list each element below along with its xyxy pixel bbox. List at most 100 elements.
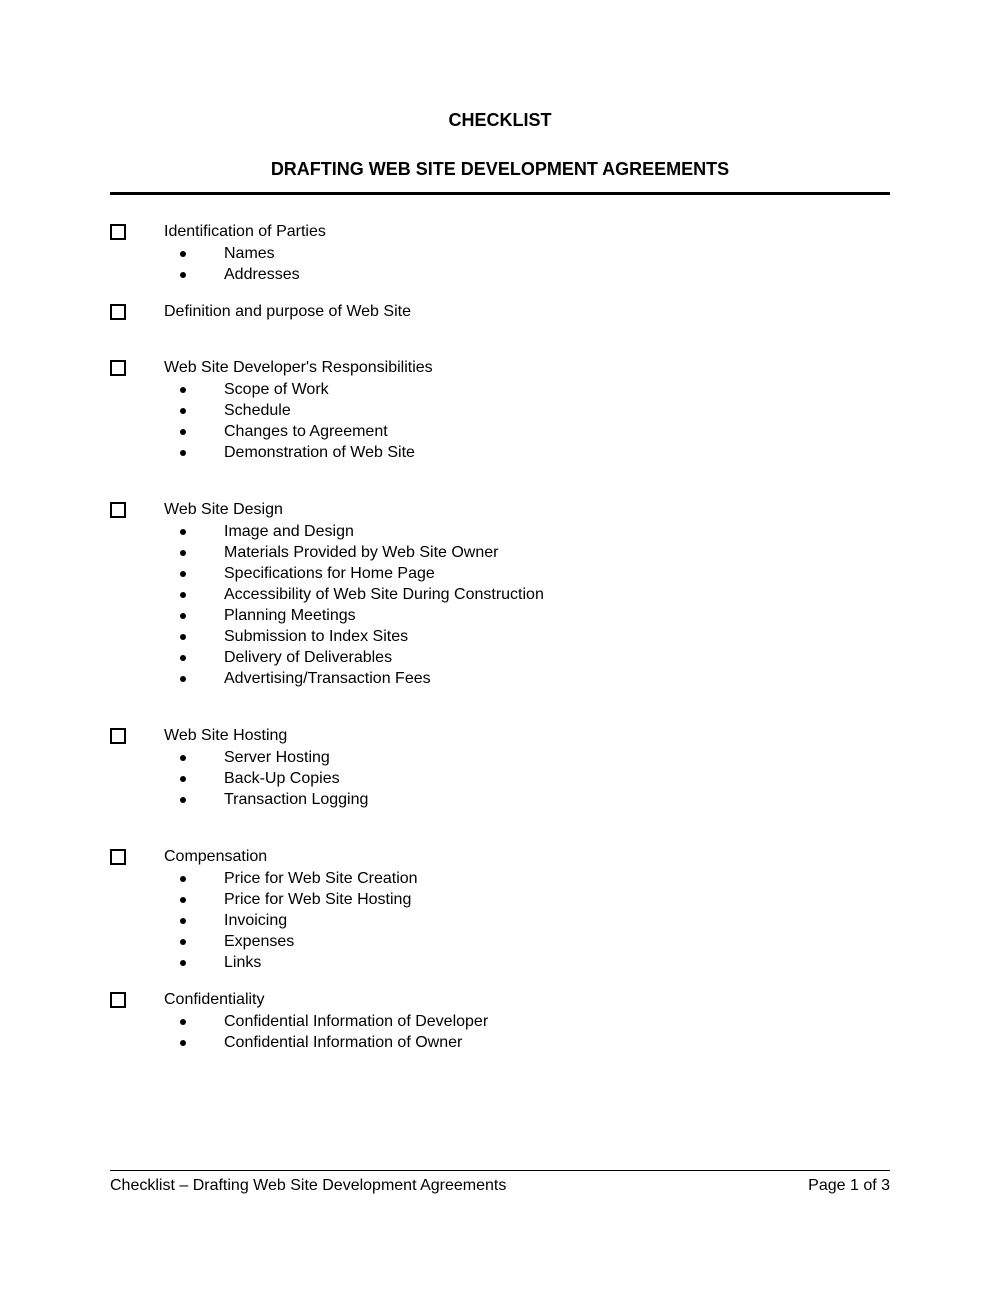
section-header: Definition and purpose of Web Site [110,303,890,321]
section-label: Web Site Hosting [164,727,287,745]
section-header: Web Site Design [110,501,890,519]
list-item: Specifications for Home Page [180,563,890,584]
bullet-text: Changes to Agreement [224,421,388,442]
section-label: Confidentiality [164,991,265,1009]
section-label: Identification of Parties [164,223,326,241]
list-item: Submission to Index Sites [180,626,890,647]
checklist-section: Definition and purpose of Web Site [110,303,890,321]
bullet-list: Image and DesignMaterials Provided by We… [180,521,890,689]
bullet-dot-icon [180,897,186,903]
bullet-list: Confidential Information of DeveloperCon… [180,1011,890,1053]
bullet-text: Schedule [224,400,291,421]
section-header: Compensation [110,848,890,866]
list-item: Planning Meetings [180,605,890,626]
bullet-text: Delivery of Deliverables [224,647,392,668]
header-rule [110,192,890,195]
list-item: Scope of Work [180,379,890,400]
bullet-dot-icon [180,571,186,577]
section-header: Web Site Developer's Responsibilities [110,359,890,377]
bullet-text: Confidential Information of Developer [224,1011,488,1032]
list-item: Links [180,952,890,973]
bullet-list: Price for Web Site CreationPrice for Web… [180,868,890,973]
bullet-dot-icon [180,387,186,393]
list-item: Advertising/Transaction Fees [180,668,890,689]
bullet-dot-icon [180,960,186,966]
bullet-text: Materials Provided by Web Site Owner [224,542,498,563]
list-item: Back-Up Copies [180,768,890,789]
bullet-text: Confidential Information of Owner [224,1032,462,1053]
bullet-text: Accessibility of Web Site During Constru… [224,584,544,605]
bullet-text: Invoicing [224,910,287,931]
list-item: Expenses [180,931,890,952]
bullet-text: Expenses [224,931,294,952]
bullet-dot-icon [180,755,186,761]
list-item: Accessibility of Web Site During Constru… [180,584,890,605]
section-label: Web Site Developer's Responsibilities [164,359,433,377]
bullet-text: Scope of Work [224,379,329,400]
bullet-text: Server Hosting [224,747,330,768]
section-label: Web Site Design [164,501,283,519]
bullet-dot-icon [180,429,186,435]
bullet-dot-icon [180,655,186,661]
checkbox-icon[interactable] [110,360,126,376]
checklist-section: Compensation Price for Web Site CreationP… [110,848,890,973]
list-item: Schedule [180,400,890,421]
section-label: Compensation [164,848,267,866]
bullet-text: Specifications for Home Page [224,563,435,584]
list-item: Price for Web Site Creation [180,868,890,889]
bullet-dot-icon [180,1019,186,1025]
list-item: Demonstration of Web Site [180,442,890,463]
bullet-dot-icon [180,634,186,640]
bullet-text: Planning Meetings [224,605,356,626]
checkbox-icon[interactable] [110,502,126,518]
bullet-dot-icon [180,613,186,619]
bullet-list: Scope of WorkScheduleChanges to Agreemen… [180,379,890,463]
checklist-section: Web Site Hosting Server HostingBack-Up Co… [110,727,890,810]
bullet-text: Demonstration of Web Site [224,442,415,463]
list-item: Confidential Information of Developer [180,1011,890,1032]
bullet-list: NamesAddresses [180,243,890,285]
list-item: Transaction Logging [180,789,890,810]
bullet-text: Submission to Index Sites [224,626,408,647]
list-item: Confidential Information of Owner [180,1032,890,1053]
footer-right-text: Page 1 of 3 [808,1177,890,1195]
bullet-dot-icon [180,408,186,414]
document-page: CHECKLIST DRAFTING WEB SITE DEVELOPMENT … [110,0,890,1290]
checkbox-icon[interactable] [110,992,126,1008]
bullet-dot-icon [180,251,186,257]
bullet-list: Server HostingBack-Up CopiesTransaction … [180,747,890,810]
footer-left-text: Checklist – Drafting Web Site Developmen… [110,1177,506,1195]
checklist-section: Confidentiality Confidential Information … [110,991,890,1053]
page-subtitle: DRAFTING WEB SITE DEVELOPMENT AGREEMENTS [110,159,890,180]
bullet-dot-icon [180,939,186,945]
section-header: Web Site Hosting [110,727,890,745]
list-item: Price for Web Site Hosting [180,889,890,910]
checklist-section: Identification of Parties NamesAddresses [110,223,890,285]
bullet-dot-icon [180,797,186,803]
bullet-dot-icon [180,876,186,882]
bullet-dot-icon [180,272,186,278]
bullet-text: Back-Up Copies [224,768,340,789]
checkbox-icon[interactable] [110,849,126,865]
bullet-dot-icon [180,450,186,456]
bullet-dot-icon [180,1040,186,1046]
section-label: Definition and purpose of Web Site [164,303,411,321]
bullet-text: Image and Design [224,521,354,542]
sections-container: Identification of Parties NamesAddresses D… [110,223,890,1053]
checkbox-icon[interactable] [110,224,126,240]
bullet-text: Addresses [224,264,300,285]
checkbox-icon[interactable] [110,304,126,320]
footer-rule [110,1170,890,1171]
checklist-section: Web Site Developer's Responsibilities Sco… [110,359,890,463]
section-header: Confidentiality [110,991,890,1009]
list-item: Server Hosting [180,747,890,768]
bullet-dot-icon [180,592,186,598]
bullet-dot-icon [180,676,186,682]
bullet-text: Names [224,243,275,264]
bullet-dot-icon [180,529,186,535]
list-item: Image and Design [180,521,890,542]
checklist-section: Web Site Design Image and DesignMaterials… [110,501,890,689]
checkbox-icon[interactable] [110,728,126,744]
list-item: Delivery of Deliverables [180,647,890,668]
bullet-text: Price for Web Site Hosting [224,889,411,910]
